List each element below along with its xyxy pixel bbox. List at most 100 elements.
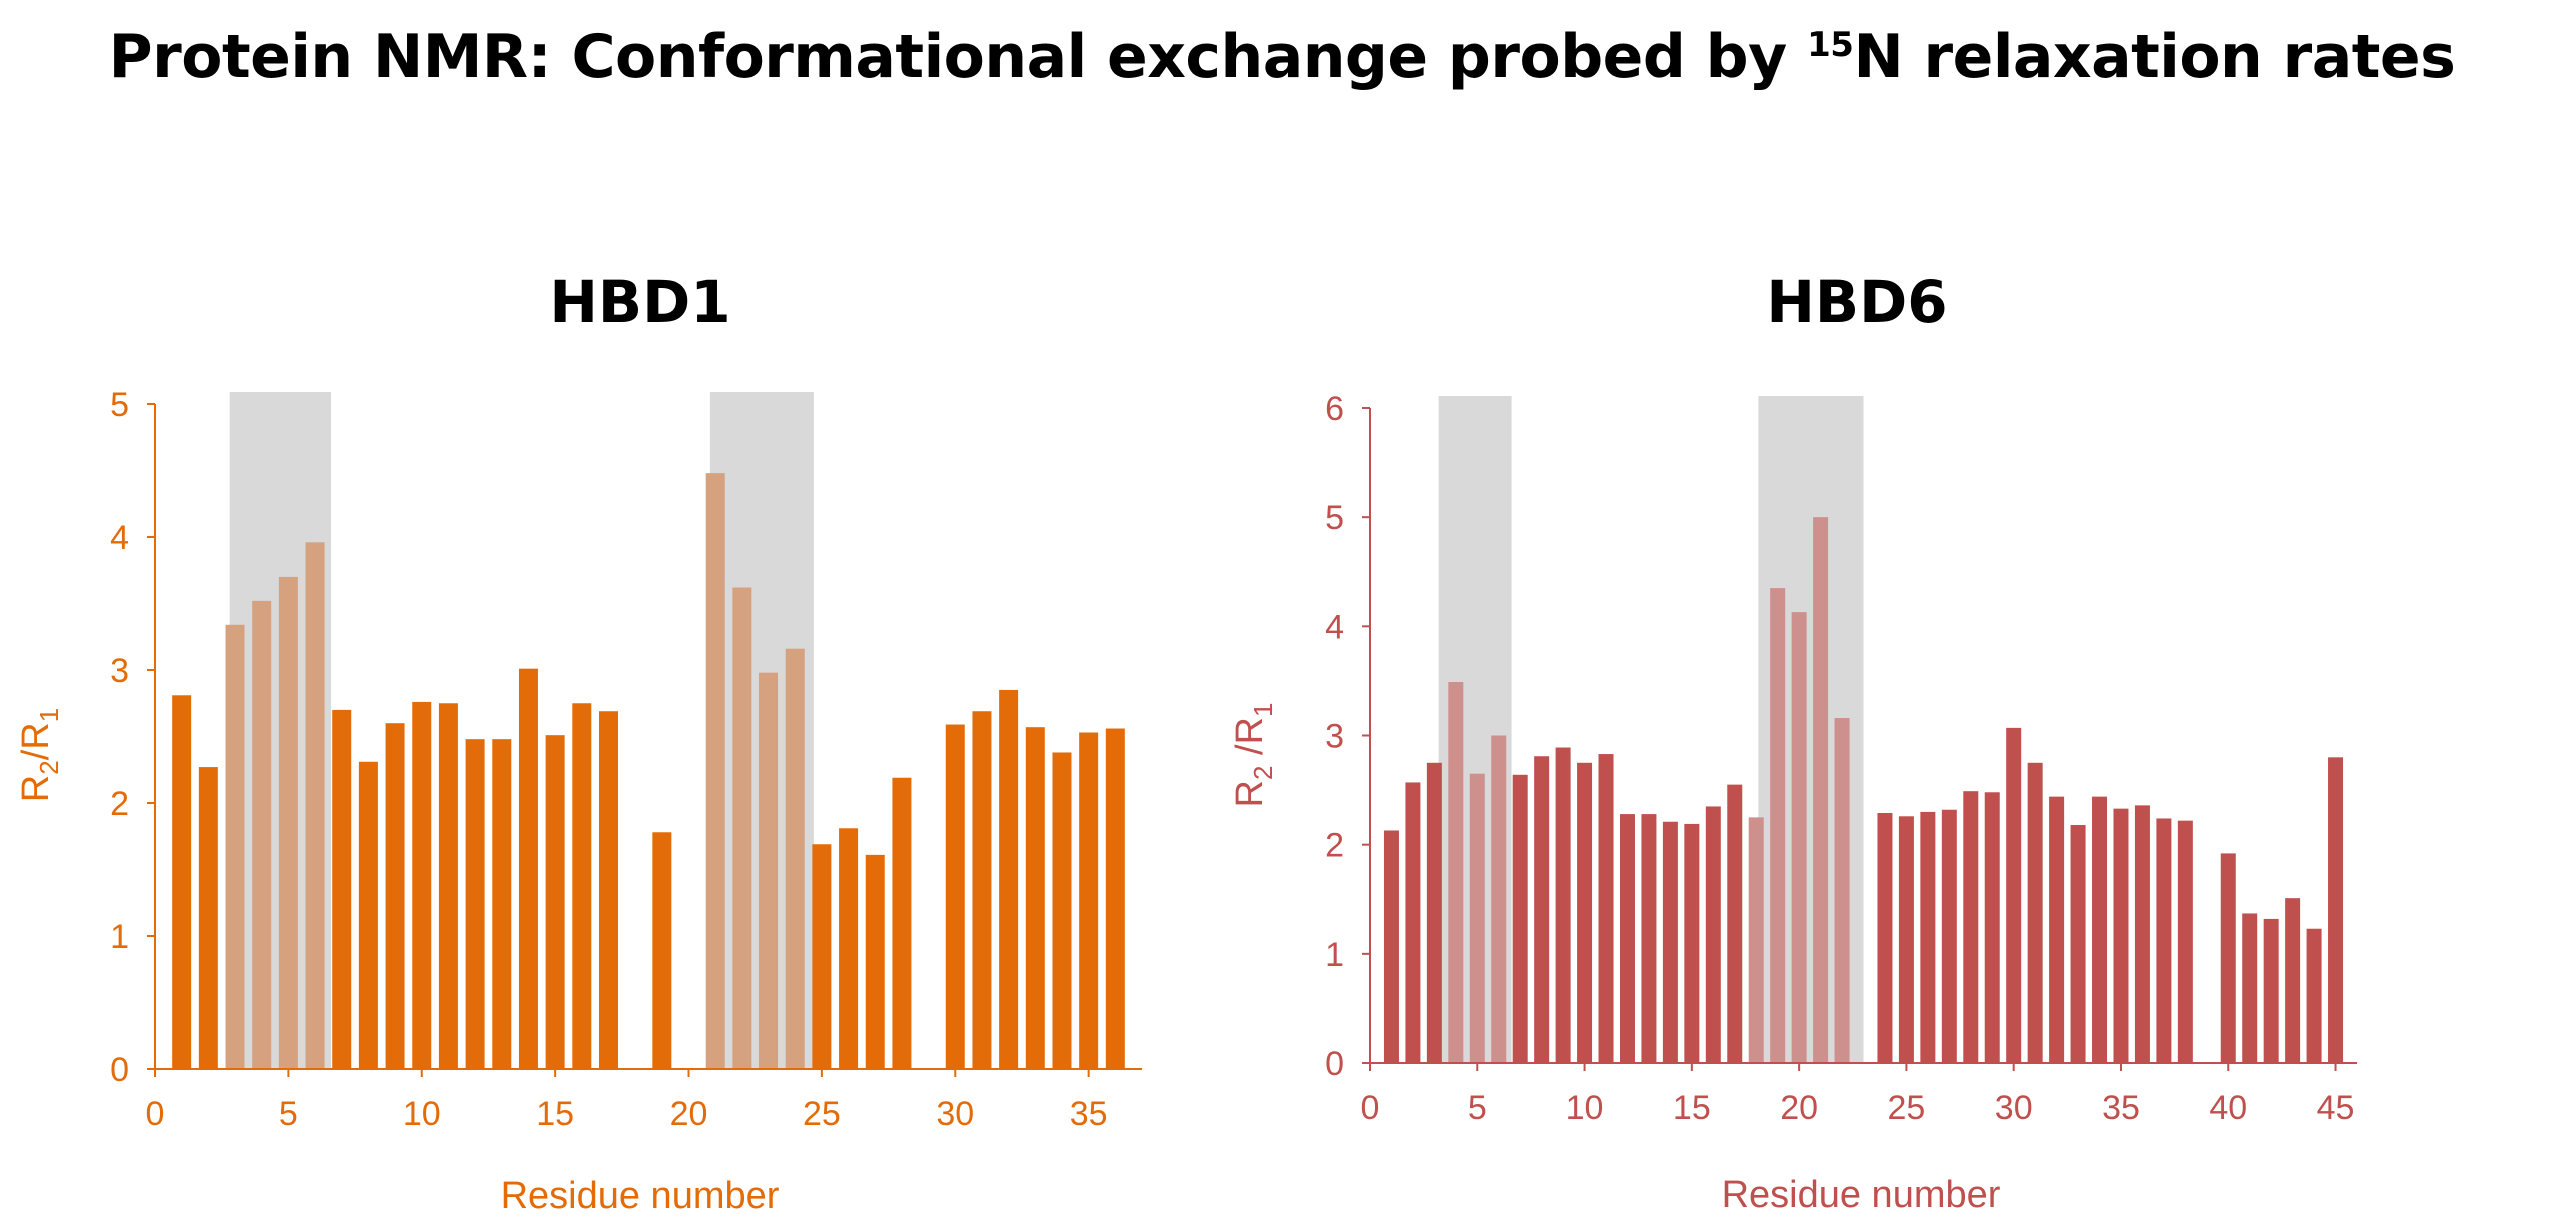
chart-1-bar-32 xyxy=(2049,796,2065,1063)
chart-1-bar-29 xyxy=(1984,792,2000,1063)
chart-1-xtick-label-35: 35 xyxy=(2102,1089,2140,1127)
chart-1-ytick-label-1: 1 xyxy=(1325,936,1344,974)
chart-1-bar-45 xyxy=(2328,757,2344,1063)
main-title-prefix: Protein NMR: Conformational exchange pro… xyxy=(108,22,1808,92)
chart-0-ytick-label-2: 2 xyxy=(110,785,129,823)
chart-1-bar-15 xyxy=(1684,823,1700,1063)
chart-0-xlabel: Residue number xyxy=(501,1175,780,1217)
chart-1-bar-37 xyxy=(2156,818,2172,1063)
chart-1-bar-28 xyxy=(1963,791,1979,1063)
chart-1-bar-1 xyxy=(1383,830,1399,1063)
chart-1-bar-13 xyxy=(1641,814,1657,1063)
chart-0-bar-28 xyxy=(892,777,912,1069)
chart-0-bar-33 xyxy=(1025,727,1045,1069)
chart-1-bar-4 xyxy=(1448,682,1464,1063)
chart-1-bar-17 xyxy=(1727,784,1743,1063)
chart-1-ylabel-base1: R xyxy=(1229,780,1271,807)
chart-0-xtick-label-35: 35 xyxy=(1070,1095,1108,1133)
chart-0-ytick-label-3: 3 xyxy=(110,652,129,690)
chart-1-xtick-label-10: 10 xyxy=(1566,1089,1604,1127)
main-title-superscript: 15 xyxy=(1807,25,1854,65)
chart-1-bar-20 xyxy=(1791,612,1807,1063)
chart-0-ylabel-sep: /R xyxy=(15,722,57,760)
chart-1-bar-11 xyxy=(1598,754,1614,1063)
chart-0-ylabel-base1: R xyxy=(15,775,57,802)
chart-1-ytick-label-6: 6 xyxy=(1325,390,1344,428)
chart-1-bar-42 xyxy=(2263,918,2279,1063)
chart-1-xtick-label-45: 45 xyxy=(2317,1089,2355,1127)
chart-1-bar-41 xyxy=(2242,913,2258,1063)
chart-0-bar-30 xyxy=(945,724,965,1069)
chart-1-bar-43 xyxy=(2285,898,2301,1063)
chart-1-bar-21 xyxy=(1813,517,1829,1063)
chart-1-bar-34 xyxy=(2092,796,2108,1063)
chart-0-bar-13 xyxy=(492,739,512,1069)
chart-0-bar-22 xyxy=(732,587,752,1069)
chart-0-xtick-label-10: 10 xyxy=(403,1095,441,1133)
chart-0-bar-24 xyxy=(785,648,805,1069)
chart-1-ytick-label-5: 5 xyxy=(1325,499,1344,537)
chart-0-bar-12 xyxy=(465,739,485,1069)
chart-1-bar-35 xyxy=(2113,808,2129,1063)
chart-0-xtick-label-30: 30 xyxy=(936,1095,974,1133)
chart-0-bar-10 xyxy=(412,701,432,1069)
chart-1-bar-18 xyxy=(1748,817,1764,1063)
chart-1-bar-33 xyxy=(2070,825,2086,1063)
chart-0-ylabel: R2/R1 xyxy=(15,708,64,802)
chart-0-bar-6 xyxy=(305,542,325,1069)
chart-1-bar-5 xyxy=(1469,773,1485,1063)
chart-1-bar-24 xyxy=(1877,813,1893,1063)
main-title-suffix: N relaxation rates xyxy=(1853,22,2456,92)
chart-1-bar-8 xyxy=(1534,756,1550,1063)
chart-0-ytick-label-1: 1 xyxy=(110,918,129,956)
chart-0-xtick-label-5: 5 xyxy=(279,1095,298,1133)
chart-0-bar-8 xyxy=(358,761,378,1069)
chart-0-xtick-label-0: 0 xyxy=(146,1095,165,1133)
chart-0-bar-23 xyxy=(759,672,779,1069)
chart-1-xtick-label-5: 5 xyxy=(1468,1089,1487,1127)
chart-1-bar-16 xyxy=(1705,806,1721,1063)
chart-1-bar-6 xyxy=(1491,735,1507,1063)
chart-0-bar-4 xyxy=(252,600,272,1069)
chart-0-bar-19 xyxy=(652,832,672,1069)
chart-0-ylabel-sub2: 1 xyxy=(34,708,64,722)
chart-1-bar-38 xyxy=(2177,820,2193,1063)
chart-0-bar-14 xyxy=(518,668,538,1069)
chart-1-bar-3 xyxy=(1426,762,1442,1063)
chart-1-bar-26 xyxy=(1920,811,1936,1063)
chart-1-bar-14 xyxy=(1662,821,1678,1063)
chart-0-bar-26 xyxy=(839,828,859,1069)
chart-1-xtick-label-25: 25 xyxy=(1887,1089,1925,1127)
chart-0-bar-16 xyxy=(572,703,592,1069)
chart-0-ytick-label-5: 5 xyxy=(110,386,129,424)
chart-0-bar-35 xyxy=(1079,732,1099,1069)
chart-1-ytick-label-4: 4 xyxy=(1325,608,1344,646)
chart-0-bar-5 xyxy=(278,576,298,1069)
chart-0-ytick-label-0: 0 xyxy=(110,1051,129,1089)
chart-1-ylabel: R2 /R1 xyxy=(1229,703,1278,808)
chart-0-xtick-label-25: 25 xyxy=(803,1095,841,1133)
chart-1-bar-36 xyxy=(2134,805,2150,1063)
chart-1-bar-40 xyxy=(2220,853,2236,1063)
main-title: Protein NMR: Conformational exchange pro… xyxy=(0,22,2564,92)
chart-1-bar-22 xyxy=(1834,718,1850,1063)
chart-0-bar-34 xyxy=(1052,752,1072,1069)
chart-1-bar-27 xyxy=(1941,809,1957,1063)
chart-0-bar-27 xyxy=(865,854,885,1069)
chart-1-xtick-label-0: 0 xyxy=(1361,1089,1380,1127)
chart-0-ylabel-sub1: 2 xyxy=(34,760,64,774)
chart-0-title: HBD1 xyxy=(549,268,730,336)
chart-1-xlabel: Residue number xyxy=(1722,1174,2001,1216)
chart-1-bar-44 xyxy=(2306,928,2322,1063)
chart-0-ytick-label-4: 4 xyxy=(110,519,129,557)
chart-1-ylabel-sub1: 2 xyxy=(1248,766,1278,780)
chart-0-xtick-label-15: 15 xyxy=(536,1095,574,1133)
chart-1-bar-7 xyxy=(1512,774,1528,1063)
chart-1-ytick-label-3: 3 xyxy=(1325,718,1344,756)
chart-0-bar-7 xyxy=(332,709,352,1069)
chart-0-bar-9 xyxy=(385,723,405,1069)
chart-1-bar-25 xyxy=(1898,816,1914,1063)
